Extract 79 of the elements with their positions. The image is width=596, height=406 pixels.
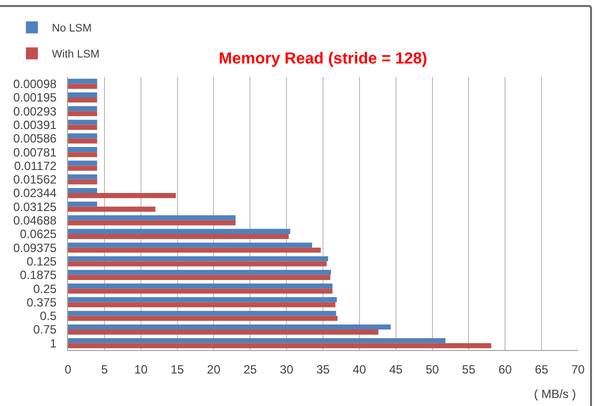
x-tick-label: 20	[207, 362, 221, 376]
x-tick-label: 15	[170, 362, 184, 376]
bar	[68, 188, 98, 194]
bar	[68, 261, 327, 266]
bar	[68, 202, 98, 207]
bar	[68, 220, 236, 226]
bar	[68, 174, 98, 180]
y-tick-label: 0.00391	[13, 118, 57, 132]
x-tick-label: 35	[316, 362, 330, 376]
y-tick-label: 0.02344	[13, 186, 57, 200]
bar	[68, 97, 98, 103]
legend-label: No LSM	[52, 22, 92, 35]
y-tick-label: 0.125	[26, 254, 57, 268]
x-tick-label: 45	[389, 362, 403, 376]
y-tick-label: 0.03125	[13, 200, 57, 214]
y-tick-label: 0.01172	[14, 158, 57, 173]
bar	[68, 274, 330, 280]
bar	[68, 138, 98, 144]
x-tick-label: 50	[426, 362, 440, 376]
bar	[68, 215, 236, 220]
bar	[68, 256, 328, 262]
x-tick-label: 30	[280, 362, 294, 376]
bar	[68, 297, 337, 302]
bar	[68, 133, 98, 138]
bar	[68, 338, 446, 344]
bar	[68, 124, 98, 130]
chart-title: Memory Read (stride = 128)	[218, 50, 428, 68]
y-tick-label: 0.375	[26, 295, 57, 310]
x-axis-title: ( MB/s )	[534, 387, 576, 401]
x-tick-label: 60	[498, 362, 512, 376]
y-tick-label: 0.09375	[13, 240, 57, 255]
bar	[68, 106, 98, 112]
y-tick-label: 0.01562	[13, 172, 57, 187]
bar	[68, 324, 391, 330]
bar	[68, 343, 492, 348]
bar	[68, 310, 336, 316]
y-tick-label: 0.00586	[13, 132, 57, 146]
bar	[68, 92, 98, 98]
bar	[68, 302, 336, 308]
x-tick-label: 25	[243, 362, 258, 376]
bar	[68, 284, 332, 289]
x-tick-label: 40	[352, 362, 366, 376]
y-tick-label: 0.04688	[13, 214, 57, 228]
bar	[68, 147, 98, 152]
bar	[68, 330, 378, 335]
y-tick-label: 0.75	[33, 322, 57, 337]
x-tick-label: 70	[571, 362, 585, 376]
y-tick-label: 0.00293	[13, 104, 57, 118]
x-tick-label: 5	[101, 362, 108, 376]
bar	[68, 179, 98, 184]
bar	[68, 288, 332, 294]
bar	[68, 84, 98, 89]
bar	[68, 316, 338, 321]
y-tick-label: 0.1875	[20, 268, 57, 282]
bar	[68, 193, 176, 198]
y-tick-label: 0.5	[40, 309, 57, 324]
bar	[68, 160, 98, 166]
bar	[68, 234, 289, 240]
x-tick-label: 65	[534, 362, 549, 376]
bar	[68, 166, 98, 171]
y-tick-label: 0.00781	[13, 145, 57, 160]
x-tick-label: 0	[64, 362, 72, 376]
y-tick-label: 0.00098	[13, 77, 57, 92]
bar	[68, 152, 98, 158]
legend-label: With LSM	[52, 48, 100, 61]
bar	[68, 120, 98, 125]
bar	[68, 78, 98, 84]
y-tick-label: 1	[50, 336, 57, 350]
bar	[68, 248, 321, 253]
y-tick-label: 0.25	[33, 282, 57, 296]
y-tick-label: 0.00195	[13, 90, 57, 105]
bar	[68, 270, 332, 275]
bar	[68, 228, 290, 234]
bar	[68, 206, 156, 212]
bar	[68, 242, 312, 248]
x-tick-label: 10	[134, 362, 148, 376]
bar	[68, 111, 98, 116]
x-tick-label: 55	[462, 362, 476, 376]
y-tick-label: 0.0625	[20, 227, 57, 242]
